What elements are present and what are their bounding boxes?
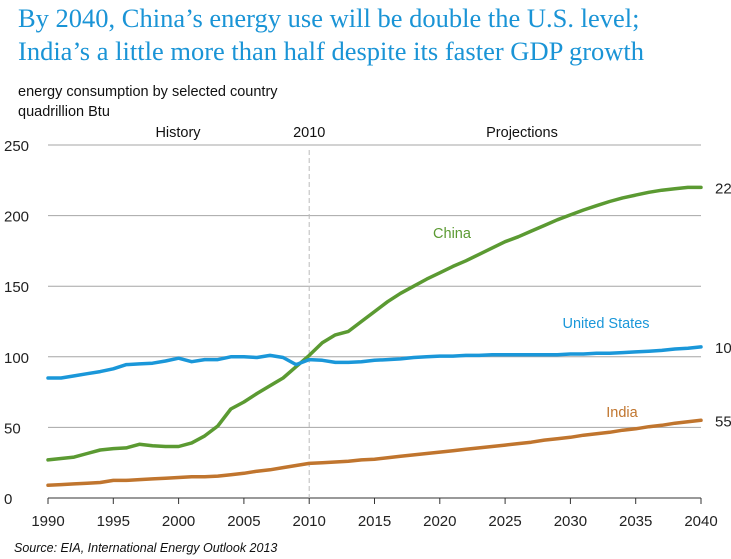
x-tick-label: 2035 bbox=[619, 513, 652, 530]
x-tick-label: 2005 bbox=[227, 513, 260, 530]
x-tick-label: 2000 bbox=[162, 513, 195, 530]
x-tick-label: 2030 bbox=[554, 513, 587, 530]
source-note: Source: EIA, International Energy Outloo… bbox=[14, 541, 278, 555]
series-line-united-states bbox=[46, 345, 703, 380]
x-tick-label: 2015 bbox=[358, 513, 391, 530]
y-axis-unit: quadrillion Btu bbox=[18, 104, 110, 120]
y-tick-label: 0 bbox=[4, 491, 12, 508]
series-label-united-states: United States bbox=[562, 316, 649, 332]
end-value-china: 220 bbox=[715, 180, 731, 197]
x-tick-label: 2020 bbox=[423, 513, 456, 530]
title-line-2: India’s a little more than half despite … bbox=[18, 36, 645, 66]
series-line-india bbox=[46, 418, 703, 488]
series-label-india: India bbox=[606, 405, 638, 421]
end-value-united-states: 107 bbox=[715, 340, 731, 357]
x-tick-label: 2010 bbox=[293, 513, 326, 530]
y-tick-label: 250 bbox=[4, 138, 29, 155]
line-chart: 0 50 100 150 200 250 1990 1995 2000 2005 2010 2015 2… bbox=[4, 125, 731, 530]
x-tick-label: 1990 bbox=[31, 513, 64, 530]
x-tick-label: 1995 bbox=[97, 513, 130, 530]
end-value-india: 55 bbox=[715, 413, 731, 430]
y-tick-label: 200 bbox=[4, 209, 29, 226]
series-line-china bbox=[46, 185, 703, 462]
series-label-china: China bbox=[433, 226, 472, 242]
chart-subtitle: energy consumption by selected country bbox=[18, 84, 278, 100]
projections-label: Projections bbox=[486, 125, 558, 141]
chart-title: By 2040, China’s energy use will be doub… bbox=[18, 2, 644, 68]
history-label: History bbox=[155, 125, 201, 141]
x-tick-label: 2025 bbox=[488, 513, 521, 530]
divider-label: 2010 bbox=[293, 125, 325, 141]
y-tick-label: 150 bbox=[4, 279, 29, 296]
y-tick-label: 50 bbox=[4, 420, 21, 437]
x-tick-label: 2040 bbox=[684, 513, 717, 530]
title-line-1: By 2040, China’s energy use will be doub… bbox=[18, 3, 640, 33]
y-tick-label: 100 bbox=[4, 350, 29, 367]
